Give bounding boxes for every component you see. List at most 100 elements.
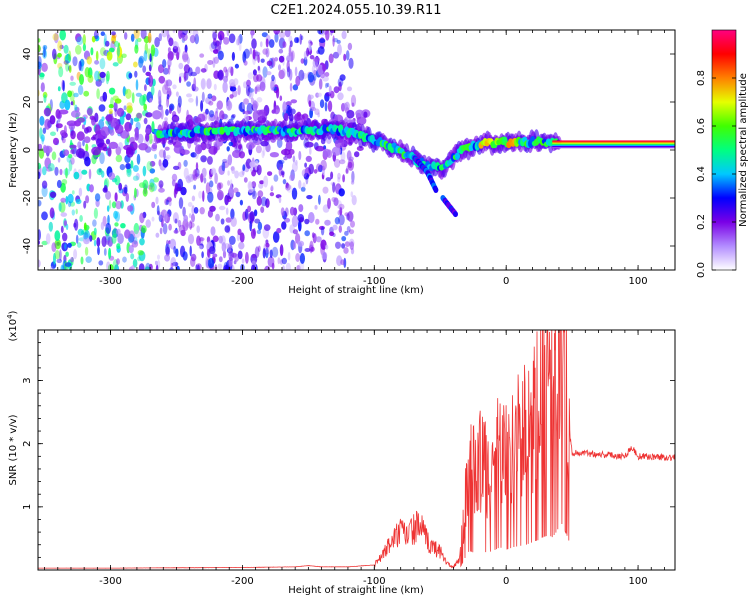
spectrogram-speckle — [49, 191, 57, 198]
steady-band — [552, 142, 675, 144]
spectrogram-speckle — [325, 244, 329, 250]
spectrogram-speckle — [75, 33, 82, 43]
spectrogram-speckle — [218, 182, 224, 189]
spectrogram-speckle — [286, 184, 293, 193]
spectrogram-speckle — [260, 206, 265, 213]
spectrogram-speckle — [315, 236, 322, 243]
spectrogram-speckle — [98, 260, 104, 266]
spectrogram-speckle — [145, 262, 151, 270]
tick-label: 0.6 — [696, 118, 707, 134]
spectrogram-speckle — [50, 131, 56, 137]
spectrogram-speckle — [183, 214, 189, 223]
spectrogram-speckle — [184, 44, 188, 53]
spectrogram-speckle — [149, 98, 153, 103]
spectrogram-speckle — [162, 223, 168, 235]
spectrogram-speckle — [217, 70, 223, 80]
spectrogram-speckle — [151, 201, 156, 209]
spectrogram-speckle — [183, 71, 187, 83]
spectrogram-speckle — [213, 56, 219, 64]
spectrogram-speckle — [237, 35, 240, 46]
spectrogram-speckle — [90, 47, 94, 56]
tick-label: 0.0 — [696, 262, 707, 278]
spectrogram-speckle — [117, 233, 124, 245]
spectrogram-speckle — [351, 195, 357, 206]
spectrogram-speckle — [257, 245, 261, 252]
spectrogram-speckle — [317, 92, 322, 98]
spectrogram-speckle — [70, 130, 76, 140]
spectrogram-speckle — [102, 91, 108, 102]
spectrogram-speckle — [160, 215, 167, 222]
spectrogram-speckle — [302, 182, 306, 189]
spectrogram-speckle — [285, 140, 293, 152]
spectrogram-speckle — [124, 121, 132, 132]
spectrogram-speckle — [96, 88, 100, 100]
spectrogram-speckle — [188, 213, 192, 219]
spectrogram-speckle — [237, 85, 241, 96]
spectrogram-speckle — [59, 30, 66, 41]
spectrogram-speckle — [87, 74, 94, 83]
spectrogram-speckle — [291, 161, 298, 173]
spectrogram-speckle — [52, 33, 59, 41]
spectrogram-speckle — [208, 110, 215, 118]
spectrogram-speckle — [287, 251, 291, 261]
spectrogram-speckle — [158, 212, 165, 220]
spectrogram-speckle — [215, 213, 220, 222]
spectrogram-speckle — [100, 221, 105, 231]
snr-y-scale: (x104) — [6, 310, 19, 341]
spectrogram-speckle — [300, 58, 305, 64]
spectrogram-speckle — [192, 169, 198, 181]
spectrogram-speckle — [78, 187, 83, 197]
spectrogram-speckle — [225, 207, 229, 215]
spectrogram-speckle — [126, 146, 132, 155]
spectrogram-speckle — [285, 262, 291, 270]
spectrogram-speckle — [317, 30, 324, 35]
spectrogram-speckle — [259, 180, 265, 185]
spectrogram-speckle — [218, 235, 223, 244]
spectrogram-speckle — [94, 193, 101, 202]
spectrogram-speckle — [313, 74, 317, 81]
spectrogram-speckle — [317, 46, 325, 55]
tick-label: -200 — [231, 276, 254, 287]
spectrogram-speckle — [68, 201, 72, 208]
spectrogram-speckle — [71, 190, 75, 195]
spectrogram-speckle — [120, 223, 126, 229]
spectrogram-speckle — [208, 246, 216, 255]
spectrogram-speckle — [285, 183, 291, 191]
spectrogram-speckle — [328, 53, 334, 64]
spectrogram-speckle — [173, 246, 177, 254]
spectrogram-speckle — [158, 99, 162, 106]
spectrogram-speckle — [143, 103, 147, 111]
spectrogram-speckle — [227, 243, 232, 253]
spectrogram-speckle — [182, 50, 189, 63]
spectrogram-speckle — [268, 39, 275, 48]
spectrogram-speckle — [324, 219, 331, 226]
spectrogram-speckle — [269, 192, 275, 197]
spectrogram-speckle — [231, 114, 236, 118]
tick-label: 100 — [629, 276, 648, 287]
spectrogram-speckle — [291, 187, 298, 200]
spectrogram-speckle — [124, 32, 128, 40]
spectrogram-speckle — [217, 263, 223, 270]
spectrogram-speckle — [261, 150, 265, 159]
spectrogram-speckle — [251, 169, 256, 177]
spectrogram-speckle — [73, 92, 79, 98]
spectrogram-speckle — [259, 81, 266, 92]
spectrogram-speckle — [115, 154, 123, 163]
spectrogram-speckle — [142, 93, 147, 102]
spectrogram-speckle — [195, 66, 201, 75]
spectrogram-speckle — [191, 205, 195, 216]
spectrogram-speckle — [119, 164, 126, 171]
spectrogram-speckle — [209, 180, 214, 188]
spectrogram-speckle — [97, 246, 100, 256]
spectrogram-speckle — [289, 108, 296, 115]
spectrogram-speckle — [154, 154, 157, 159]
spectrogram-speckle — [60, 130, 66, 136]
spectrogram-speckle — [93, 30, 99, 40]
spectrogram-speckle — [172, 84, 177, 90]
spectrogram-speckle — [296, 265, 301, 270]
spectrogram-speckle — [59, 249, 62, 261]
spectrogram-speckle — [252, 186, 256, 197]
spectrogram-speckle — [41, 62, 48, 72]
spectrogram-speckle — [168, 223, 172, 231]
tick-label: 0 — [22, 147, 33, 153]
